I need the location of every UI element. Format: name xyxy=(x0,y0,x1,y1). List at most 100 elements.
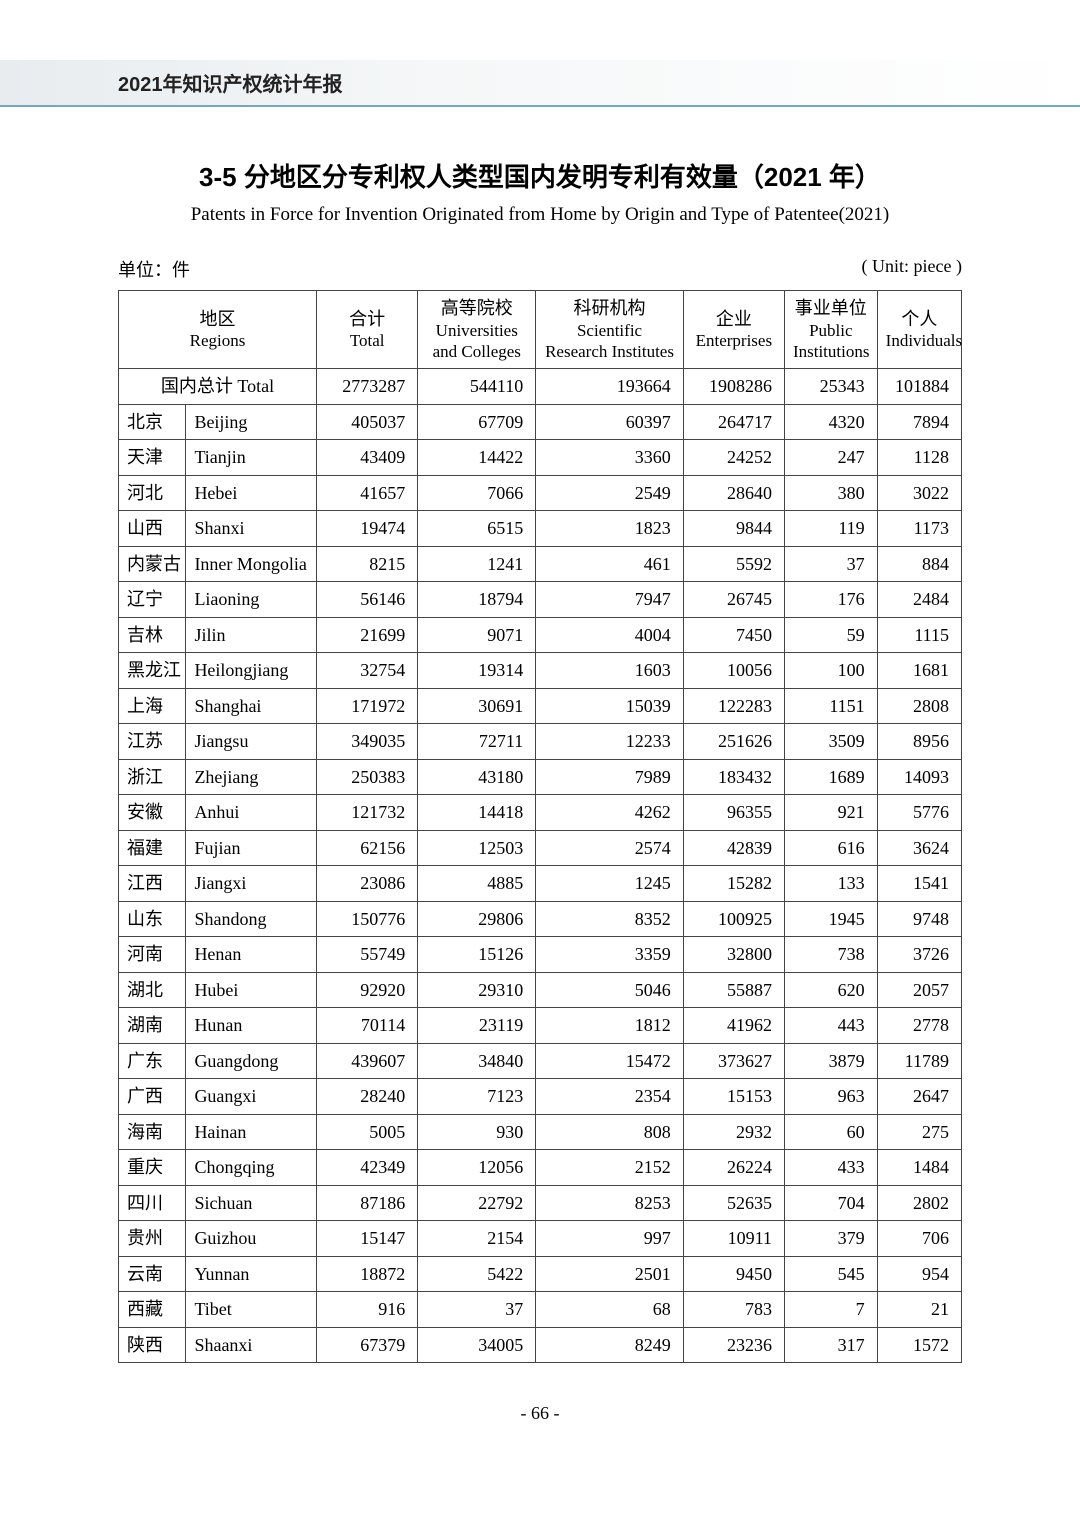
region-name-cn: 广东 xyxy=(119,1043,186,1079)
region-name-en: Shandong xyxy=(186,901,317,937)
cell-value: 930 xyxy=(418,1114,536,1150)
region-name-cn: 海南 xyxy=(119,1114,186,1150)
cell-value: 433 xyxy=(784,1150,877,1186)
region-name-en: Hainan xyxy=(186,1114,317,1150)
cell-value: 8253 xyxy=(536,1185,684,1221)
cell-value: 3360 xyxy=(536,440,684,476)
region-name-en: Tianjin xyxy=(186,440,317,476)
cell-value: 133 xyxy=(784,866,877,902)
col-header-individuals: 个人 Individuals xyxy=(877,291,961,369)
cell-value: 3359 xyxy=(536,937,684,973)
cell-value: 68 xyxy=(536,1292,684,1328)
table-row: 海南Hainan5005930808293260275 xyxy=(119,1114,962,1150)
total-value-0: 2773287 xyxy=(317,369,418,405)
table-row: 西藏Tibet9163768783721 xyxy=(119,1292,962,1328)
cell-value: 2354 xyxy=(536,1079,684,1115)
cell-value: 26224 xyxy=(683,1150,784,1186)
cell-value: 5592 xyxy=(683,546,784,582)
cell-value: 41657 xyxy=(317,475,418,511)
cell-value: 32754 xyxy=(317,653,418,689)
region-name-cn: 重庆 xyxy=(119,1150,186,1186)
cell-value: 18872 xyxy=(317,1256,418,1292)
region-name-cn: 湖北 xyxy=(119,972,186,1008)
col-header-en: Scientific Research Institutes xyxy=(544,320,675,363)
cell-value: 275 xyxy=(877,1114,961,1150)
total-value-4: 25343 xyxy=(784,369,877,405)
cell-value: 3022 xyxy=(877,475,961,511)
cell-value: 2778 xyxy=(877,1008,961,1044)
cell-value: 12503 xyxy=(418,830,536,866)
cell-value: 176 xyxy=(784,582,877,618)
region-name-cn: 广西 xyxy=(119,1079,186,1115)
cell-value: 23236 xyxy=(683,1327,784,1363)
cell-value: 1812 xyxy=(536,1008,684,1044)
cell-value: 14418 xyxy=(418,795,536,831)
cell-value: 7989 xyxy=(536,759,684,795)
table-row: 重庆Chongqing42349120562152262244331484 xyxy=(119,1150,962,1186)
col-header-public-inst: 事业单位 Public Institutions xyxy=(784,291,877,369)
region-name-en: Tibet xyxy=(186,1292,317,1328)
unit-left: 单位：件 xyxy=(118,256,190,282)
table-title-en: Patents in Force for Invention Originate… xyxy=(118,204,962,226)
cell-value: 119 xyxy=(784,511,877,547)
cell-value: 15282 xyxy=(683,866,784,902)
table-row: 内蒙古Inner Mongolia82151241461559237884 xyxy=(119,546,962,582)
region-name-cn: 浙江 xyxy=(119,759,186,795)
table-row: 吉林Jilin21699907140047450591115 xyxy=(119,617,962,653)
col-header-en: Public Institutions xyxy=(793,320,869,363)
cell-value: 963 xyxy=(784,1079,877,1115)
region-name-en: Shanxi xyxy=(186,511,317,547)
cell-value: 5422 xyxy=(418,1256,536,1292)
region-name-cn: 河南 xyxy=(119,937,186,973)
table-row: 福建Fujian62156125032574428396163624 xyxy=(119,830,962,866)
cell-value: 2549 xyxy=(536,475,684,511)
cell-value: 8215 xyxy=(317,546,418,582)
cell-value: 5046 xyxy=(536,972,684,1008)
document-header-band: 2021年知识产权统计年报 xyxy=(0,60,1080,107)
cell-value: 1541 xyxy=(877,866,961,902)
cell-value: 251626 xyxy=(683,724,784,760)
title-cn-main: 3-5 分地区分专利权人类型国内发明专利有效量 xyxy=(199,162,738,192)
cell-value: 62156 xyxy=(317,830,418,866)
table-row: 广东Guangdong43960734840154723736273879117… xyxy=(119,1043,962,1079)
cell-value: 545 xyxy=(784,1256,877,1292)
cell-value: 379 xyxy=(784,1221,877,1257)
cell-value: 1128 xyxy=(877,440,961,476)
cell-value: 250383 xyxy=(317,759,418,795)
table-row: 贵州Guizhou15147215499710911379706 xyxy=(119,1221,962,1257)
cell-value: 997 xyxy=(536,1221,684,1257)
data-table-wrap: 地区 Regions 合计 Total 高等院校 Universities an… xyxy=(118,290,962,1363)
col-header-cn: 高等院校 xyxy=(426,297,527,320)
region-name-cn: 陕西 xyxy=(119,1327,186,1363)
col-header-research: 科研机构 Scientific Research Institutes xyxy=(536,291,684,369)
cell-value: 121732 xyxy=(317,795,418,831)
cell-value: 2932 xyxy=(683,1114,784,1150)
cell-value: 43409 xyxy=(317,440,418,476)
cell-value: 1484 xyxy=(877,1150,961,1186)
cell-value: 21699 xyxy=(317,617,418,653)
region-name-en: Inner Mongolia xyxy=(186,546,317,582)
region-name-cn: 云南 xyxy=(119,1256,186,1292)
cell-value: 1241 xyxy=(418,546,536,582)
cell-value: 2808 xyxy=(877,688,961,724)
cell-value: 30691 xyxy=(418,688,536,724)
cell-value: 11789 xyxy=(877,1043,961,1079)
cell-value: 405037 xyxy=(317,404,418,440)
cell-value: 3726 xyxy=(877,937,961,973)
region-name-en: Shaanxi xyxy=(186,1327,317,1363)
region-name-cn: 内蒙古 xyxy=(119,546,186,582)
region-name-en: Beijing xyxy=(186,404,317,440)
cell-value: 264717 xyxy=(683,404,784,440)
cell-value: 9748 xyxy=(877,901,961,937)
cell-value: 19314 xyxy=(418,653,536,689)
cell-value: 808 xyxy=(536,1114,684,1150)
col-header-cn: 合计 xyxy=(325,308,409,331)
cell-value: 1603 xyxy=(536,653,684,689)
page: 2021年知识产权统计年报 3-5 分地区分专利权人类型国内发明专利有效量（20… xyxy=(0,0,1080,1464)
region-name-en: Anhui xyxy=(186,795,317,831)
cell-value: 1572 xyxy=(877,1327,961,1363)
cell-value: 1689 xyxy=(784,759,877,795)
cell-value: 26745 xyxy=(683,582,784,618)
region-name-en: Liaoning xyxy=(186,582,317,618)
col-header-en: Enterprises xyxy=(692,330,776,351)
